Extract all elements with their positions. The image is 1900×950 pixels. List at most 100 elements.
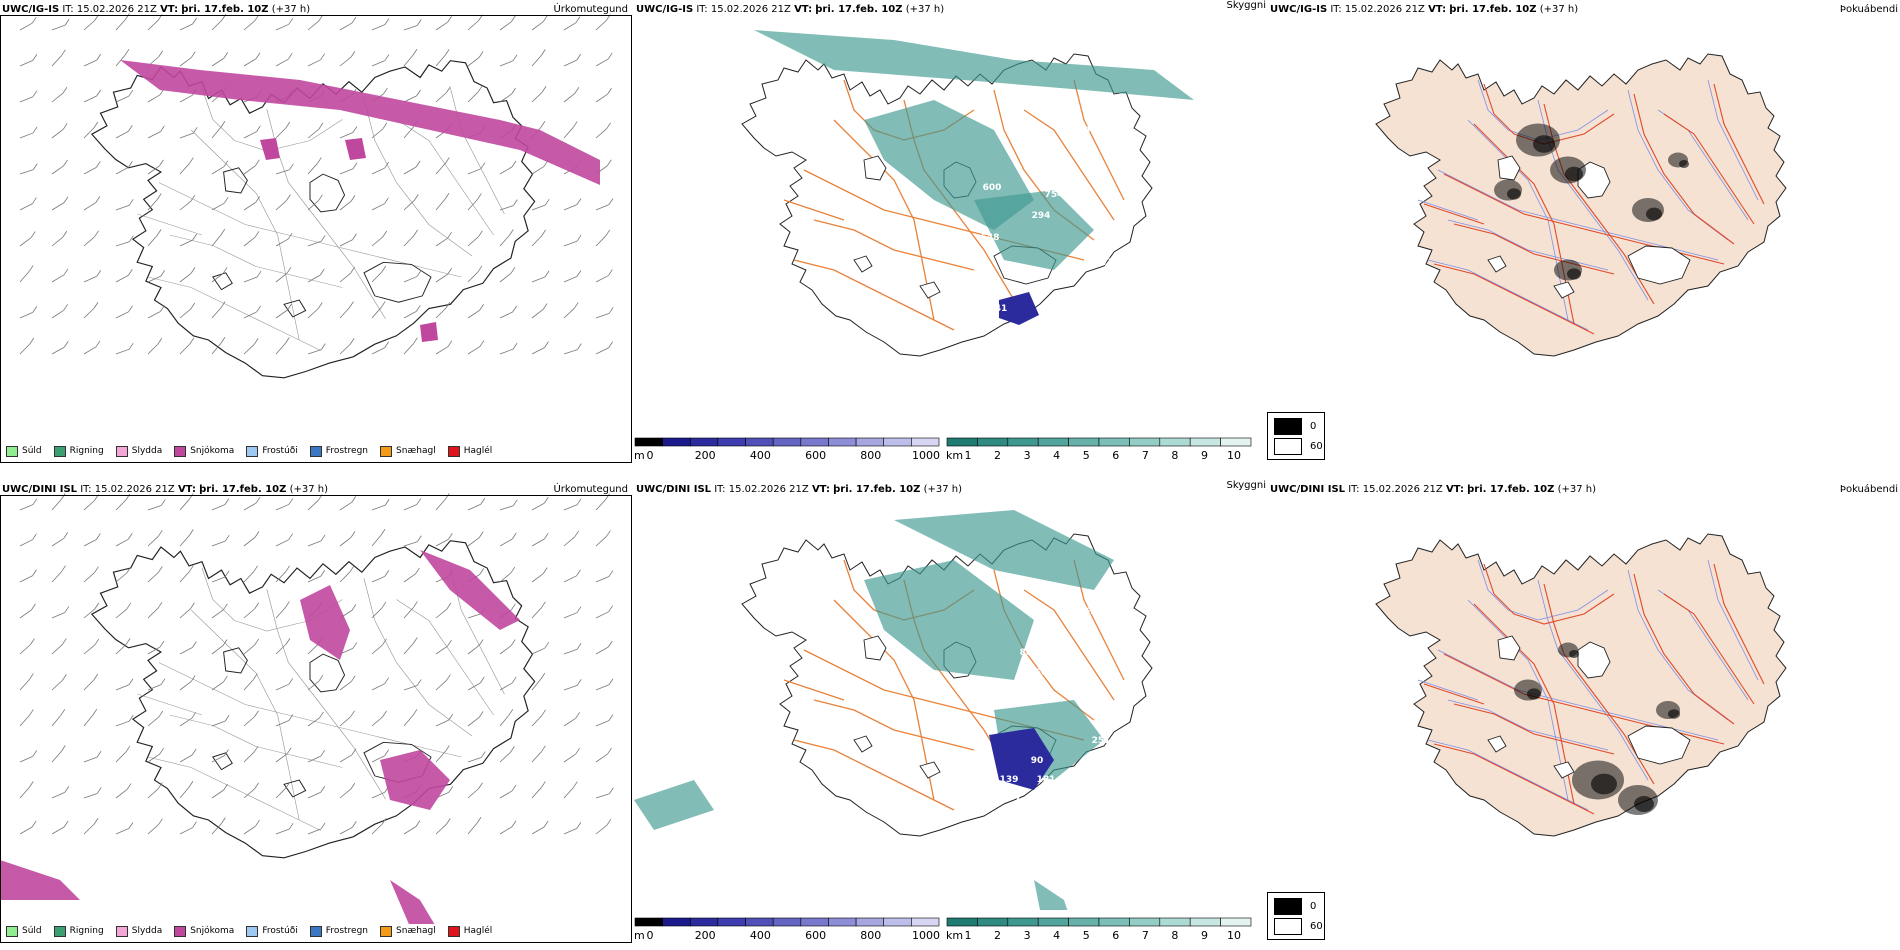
fog-legend-swatch	[1274, 918, 1302, 935]
lead-time: (+37 h)	[271, 4, 311, 15]
legend-item: Súld	[6, 925, 42, 937]
it-label: IT:	[62, 4, 74, 15]
legend-item: Snæhagl	[380, 925, 436, 937]
lead-time: (+37 h)	[923, 484, 963, 495]
valid-time: þri. 17.feb. 10Z	[181, 4, 269, 15]
legend-label: Rigning	[69, 926, 104, 936]
precip_type-panel: UWC/DINI ISL IT: 15.02.2026 21Z VT: þri.…	[0, 480, 632, 950]
it-label: IT:	[1348, 484, 1360, 495]
colorbar-tick: 800	[860, 449, 882, 462]
ceiling_bar-colorbar: m 0 200 400 600 800 1000	[634, 437, 940, 467]
lead-time: (+37 h)	[1557, 484, 1597, 495]
legend-item: Slydda	[115, 445, 162, 457]
colorbar-tick: 9	[1200, 449, 1208, 462]
wind-barbs	[19, 13, 614, 355]
precip_type-panel: UWC/IG-IS IT: 15.02.2026 21Z VT: þri. 17…	[0, 0, 632, 470]
model-name: UWC/IG-IS	[2, 4, 60, 15]
ceiling-value-label: 454	[1077, 155, 1096, 165]
ceiling-value-label: 90	[1031, 756, 1044, 766]
legend-label: Snjókoma	[190, 446, 235, 456]
ceiling-value-label: 251	[1092, 736, 1111, 746]
it-label: IT:	[714, 484, 726, 495]
fog-legend-swatch	[1274, 438, 1302, 455]
legend-swatch	[246, 925, 259, 937]
colorbar-tick: 3	[1023, 929, 1031, 942]
legend-item: Haglél	[447, 445, 492, 457]
fog-legend: 0 60	[1267, 412, 1325, 460]
valid-time: þri. 17.feb. 10Z	[833, 484, 921, 495]
ceiling-value-label: 663	[1035, 668, 1054, 678]
colorbar-tick: 5	[1082, 449, 1090, 462]
panel-title: Skyggni	[1226, 0, 1266, 11]
ceiling-value-label: 294	[1032, 211, 1051, 221]
legend-swatch	[174, 445, 187, 457]
ceiling-value-label: 97	[1040, 808, 1053, 818]
colorbar-tick: 400	[749, 449, 771, 462]
legend-item: Rigning	[53, 925, 104, 937]
legend-swatch	[6, 445, 18, 457]
run-header: UWC/IG-IS IT: 15.02.2026 21Z VT: þri. 17…	[2, 4, 310, 15]
legend-swatch	[53, 445, 66, 457]
legend-swatch	[246, 445, 259, 457]
colorbar-tick: 0	[646, 449, 654, 462]
legend-item: Snjókoma	[174, 925, 234, 937]
colorbar-tick: 8	[1171, 449, 1179, 462]
colorbar-tick: 1	[964, 929, 972, 942]
run-header: UWC/DINI ISL IT: 15.02.2026 21Z VT: þri.…	[2, 484, 328, 495]
fog-legend-value: 0	[1310, 421, 1317, 432]
valid-time: þri. 17.feb. 10Z	[1467, 484, 1555, 495]
legend-item: Haglél	[447, 925, 492, 937]
ceiling-value-label: 883	[1020, 648, 1039, 658]
ceiling-value-label: 603	[945, 234, 964, 244]
init-time: 15.02.2026 21Z	[710, 4, 791, 15]
colorbar-unit: km	[946, 929, 964, 942]
panel-title: Skyggni	[1226, 480, 1266, 491]
ceiling-value-label: 480	[1075, 140, 1094, 150]
fog-panel: UWC/IG-IS IT: 15.02.2026 21Z VT: þri. 17…	[1268, 0, 1900, 470]
legend-item: Frostúði	[246, 445, 298, 457]
colorbar-tick: 6	[1112, 929, 1120, 942]
it-label: IT:	[80, 484, 92, 495]
colorbar-tick: 1	[964, 449, 972, 462]
legend-item: Rigning	[53, 445, 104, 457]
model-name: UWC/IG-IS	[1270, 4, 1328, 15]
valid-time: þri. 17.feb. 10Z	[199, 484, 287, 495]
fog-map	[1375, 53, 1787, 357]
lead-time: (+37 h)	[289, 484, 329, 495]
colorbar-tick: 600	[805, 449, 827, 462]
colorbar-tick: 400	[749, 929, 771, 942]
fog-map	[1375, 533, 1787, 837]
legend-item: Frostúði	[246, 925, 298, 937]
legend-label: Snæhagl	[396, 446, 436, 456]
vt-label: VT:	[160, 4, 179, 15]
colorbar-tick: 1000	[912, 929, 940, 942]
model-name: UWC/DINI ISL	[2, 484, 78, 495]
legend-swatch	[115, 445, 128, 457]
colorbar-tick: 10	[1227, 449, 1241, 462]
fog-legend-value: 60	[1310, 441, 1323, 452]
precip-type-legend: Súld Rigning Slydda Snjókoma Frostúði Frostre…	[6, 443, 492, 459]
ceiling-value-label: 139	[1000, 775, 1019, 785]
legend-swatch	[53, 925, 66, 937]
ceiling-value-label: 181	[1037, 775, 1056, 785]
legend-swatch	[447, 445, 460, 457]
visibility_bar-colorbar: km 1 2 3 4 5 6 7 8 9 10	[946, 437, 1252, 467]
colorbar-tick: 5	[1082, 929, 1090, 942]
run-header: UWC/DINI ISL IT: 15.02.2026 21Z VT: þri.…	[636, 484, 962, 495]
fog-legend-row: 60	[1274, 438, 1323, 455]
legend-label: Súld	[22, 926, 42, 936]
legend-swatch	[6, 925, 18, 937]
legend-swatch	[115, 925, 128, 937]
ceiling-value-label: 177	[1096, 258, 1115, 268]
legend-swatch	[447, 925, 460, 937]
legend-item: Slydda	[115, 925, 162, 937]
legend-label: Frostúði	[262, 446, 298, 456]
lead-time: (+37 h)	[905, 4, 945, 15]
precip_type-map	[19, 13, 614, 379]
visibility_bar-colorbar: km 1 2 3 4 5 6 7 8 9 10	[946, 917, 1252, 947]
init-time: 15.02.2026 21Z	[1362, 484, 1443, 495]
ceiling-value-label: 41	[995, 304, 1008, 314]
fog-legend-value: 60	[1310, 921, 1323, 932]
fog-legend-swatch	[1274, 418, 1302, 435]
vt-label: VT:	[794, 4, 813, 15]
